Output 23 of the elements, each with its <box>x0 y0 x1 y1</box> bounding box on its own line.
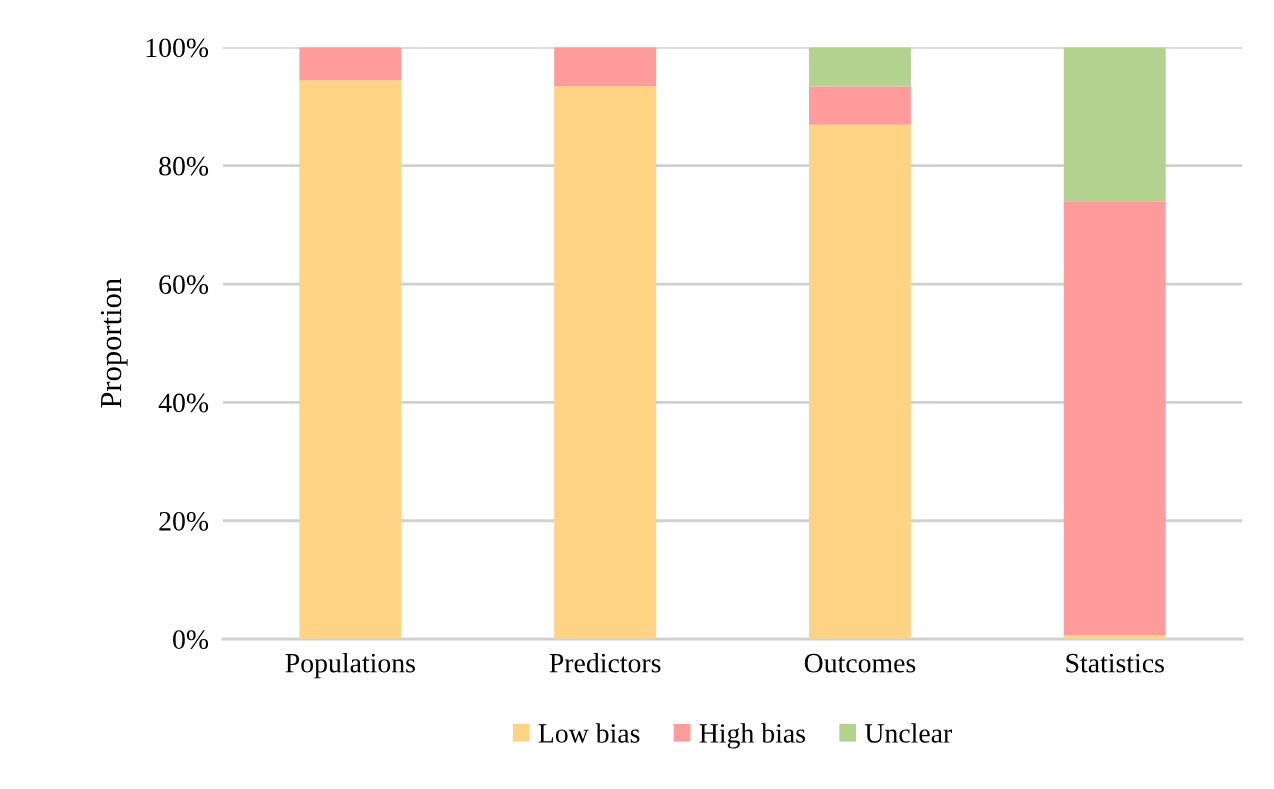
y-tick-label: 80% <box>159 156 209 176</box>
y-tick-label: 20% <box>159 511 209 531</box>
x-tick-label: Outcomes <box>804 653 916 673</box>
legend-label: High bias <box>699 723 806 749</box>
x-tick-label: Populations <box>285 652 415 679</box>
bar <box>554 86 657 640</box>
bar <box>808 86 911 125</box>
y-axis-title: Proportion <box>100 278 128 408</box>
x-tick-label: Predictors <box>549 652 661 673</box>
bar <box>299 80 402 640</box>
legend-label: Low bias <box>538 723 640 743</box>
bar <box>1063 201 1166 636</box>
x-tick-label: Statistics <box>1066 653 1164 673</box>
bar <box>808 47 911 87</box>
y-tick-label: 0% <box>173 630 209 650</box>
y-tick-label: 60% <box>159 275 209 295</box>
y-tick-label: 100% <box>146 38 209 58</box>
bar <box>299 47 402 81</box>
bar <box>808 124 911 640</box>
bar <box>1063 47 1166 202</box>
y-tick-label: 40% <box>158 393 209 413</box>
bar <box>554 47 657 87</box>
legend-label: Unclear <box>864 723 953 743</box>
